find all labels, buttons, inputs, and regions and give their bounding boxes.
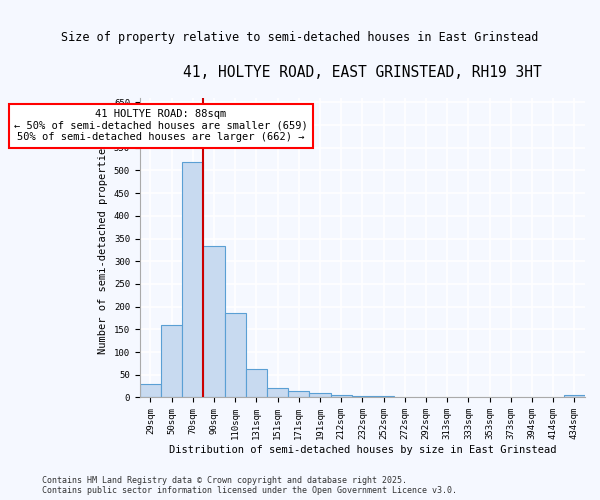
Title: 41, HOLTYE ROAD, EAST GRINSTEAD, RH19 3HT: 41, HOLTYE ROAD, EAST GRINSTEAD, RH19 3H… — [183, 65, 542, 80]
Bar — [310, 393, 331, 398]
Bar — [246, 370, 267, 398]
Bar — [394, 396, 415, 398]
Bar — [267, 388, 288, 398]
Bar — [224, 313, 246, 398]
Bar — [331, 395, 352, 398]
Bar — [140, 384, 161, 398]
Bar — [203, 246, 224, 398]
Y-axis label: Number of semi-detached properties: Number of semi-detached properties — [98, 142, 109, 354]
Text: Size of property relative to semi-detached houses in East Grinstead: Size of property relative to semi-detach… — [61, 31, 539, 44]
Text: Contains HM Land Registry data © Crown copyright and database right 2025.
Contai: Contains HM Land Registry data © Crown c… — [42, 476, 457, 495]
Bar — [288, 391, 310, 398]
Bar — [564, 395, 585, 398]
Bar — [373, 396, 394, 398]
Bar — [182, 162, 203, 398]
Bar — [161, 326, 182, 398]
X-axis label: Distribution of semi-detached houses by size in East Grinstead: Distribution of semi-detached houses by … — [169, 445, 556, 455]
Text: 41 HOLTYE ROAD: 88sqm
← 50% of semi-detached houses are smaller (659)
50% of sem: 41 HOLTYE ROAD: 88sqm ← 50% of semi-deta… — [14, 109, 308, 142]
Bar — [352, 396, 373, 398]
